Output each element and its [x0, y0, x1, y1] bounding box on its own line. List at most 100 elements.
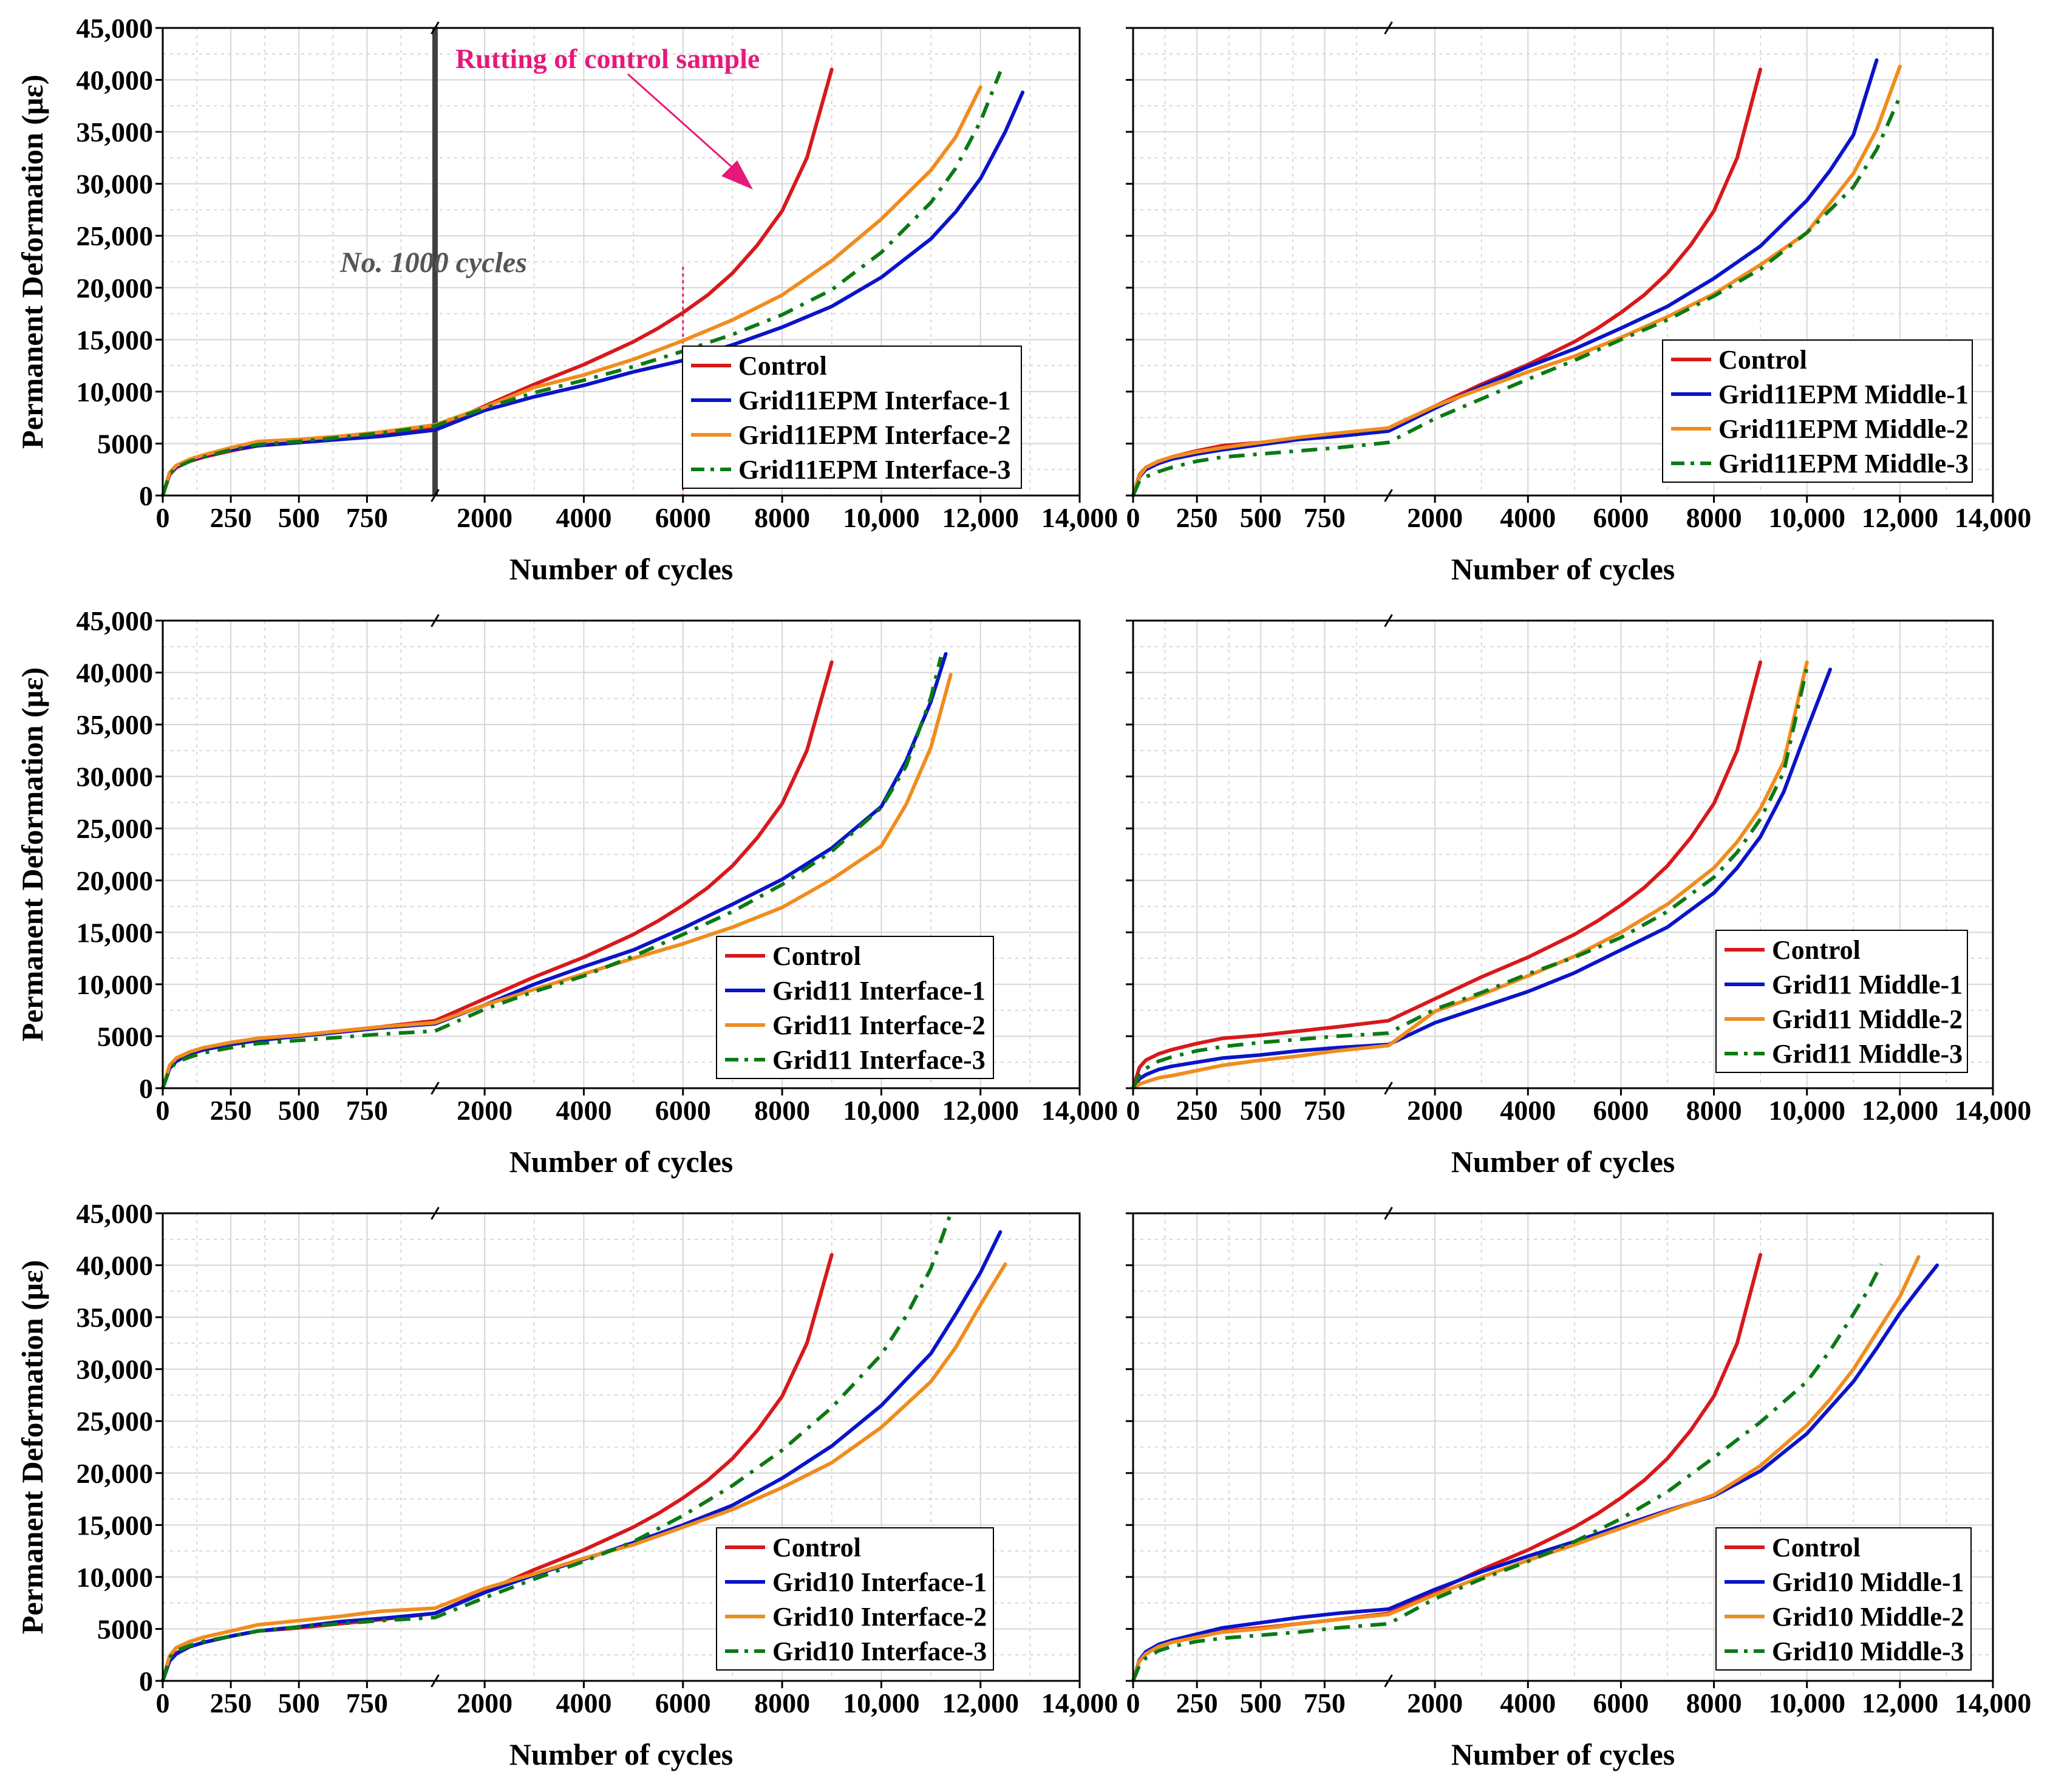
y-tick-label: 40,000	[77, 1250, 154, 1281]
panel-bottom-left: 0 250 500 750 2000 4000 6000 8000 10,000 12,000 14…	[15, 1198, 1118, 1771]
plot-frame	[1132, 1212, 1994, 1682]
legend-entry: Control	[738, 351, 827, 381]
axis-break-mark	[431, 1674, 440, 1688]
y-tick-label: 25,000	[77, 220, 154, 251]
y-tick-label: 30,000	[77, 169, 154, 200]
x-tick-label: 500	[1240, 1095, 1282, 1126]
series-line-2	[161, 85, 982, 497]
x-tick-label: 250	[210, 1688, 252, 1719]
series-line-1	[1131, 1263, 1939, 1683]
legend-entry: Grid11EPM Middle-2	[1718, 414, 1969, 444]
x-tick-label: 14,000	[1955, 502, 2032, 533]
x-tick-label: 4000	[556, 1688, 611, 1719]
legend-entry: Grid10 Interface-3	[772, 1637, 987, 1666]
legend-entry: Grid10 Middle-3	[1772, 1637, 1964, 1666]
x-tick-label: 12,000	[1862, 502, 1939, 533]
panel-bottom-right: 0 250 500 750 2000 4000 6000 8000 10,000 12,000 14…	[1126, 1207, 2031, 1771]
series-line-3	[161, 70, 1003, 496]
plot-frame	[162, 27, 1081, 497]
series-line-3	[161, 1212, 953, 1681]
plot-frame	[162, 619, 1081, 1089]
series-line-2	[161, 1262, 1007, 1683]
legend-entry: Control	[772, 1533, 861, 1562]
y-tick-label: 5000	[97, 1613, 153, 1644]
y-tick-label: 0	[139, 1073, 153, 1104]
axis-break-mark	[1384, 489, 1393, 502]
legend-box	[1662, 339, 1973, 483]
x-axis-title: Number of cycles	[509, 1737, 733, 1771]
y-tick-label: 5000	[97, 428, 153, 459]
legend-entry: Grid11 Middle-1	[1772, 970, 1963, 1000]
axis-break-mark	[431, 21, 440, 35]
legend: Control Grid11 Middle-1 Grid11 Middle-2 Gri…	[1715, 930, 1968, 1073]
x-tick-label: 12,000	[942, 502, 1019, 533]
panel-middle-left: 0 250 500 750 2000 4000 6000 8000 10,000 12,000 14…	[15, 605, 1118, 1179]
legend-entry: Control	[1772, 1533, 1861, 1562]
legend-entry: Grid11EPM Interface-1	[738, 386, 1010, 415]
y-axis-title: Permanent Deformation (με)	[15, 75, 49, 449]
axis-break-mark	[1384, 21, 1393, 35]
y-tick-label: 10,000	[77, 376, 154, 407]
legend-entry: Grid11EPM Interface-3	[738, 455, 1010, 485]
x-tick-label: 6000	[655, 1688, 711, 1719]
x-tick-label: 250	[1176, 1688, 1218, 1719]
x-tick-label: 2000	[457, 1095, 512, 1126]
x-tick-label: 10,000	[1768, 502, 1845, 533]
x-tick-label: 8000	[754, 502, 810, 533]
x-tick-label: 0	[1126, 502, 1140, 533]
x-tick-label: 0	[156, 1095, 170, 1126]
axis-break-mark	[431, 614, 440, 627]
y-tick-label: 35,000	[77, 1302, 154, 1333]
legend-box	[1715, 930, 1968, 1073]
legend-entry: Control	[1718, 345, 1807, 375]
y-tick-label: 15,000	[77, 324, 154, 355]
x-tick-label: 500	[1240, 1688, 1282, 1719]
x-tick-label: 6000	[1593, 1688, 1649, 1719]
x-tick-label: 250	[210, 1095, 252, 1126]
series-line-2	[161, 673, 953, 1090]
y-axis-title: Permanent Deformation (με)	[15, 1260, 49, 1634]
x-tick-label: 750	[346, 502, 388, 533]
panel-middle-right: 0 250 500 750 2000 4000 6000 8000 10,000 12,000 14…	[1126, 614, 2031, 1179]
legend-entry: Grid10 Interface-1	[772, 1567, 987, 1597]
x-tick-label: 4000	[556, 1095, 611, 1126]
y-tick-label: 40,000	[77, 658, 154, 689]
series-line-0	[1131, 1253, 1763, 1683]
x-tick-label: 500	[1240, 502, 1282, 533]
legend-box	[716, 936, 994, 1079]
x-tick-label: 4000	[556, 502, 611, 533]
x-tick-label: 0	[156, 502, 170, 533]
y-tick-label: 45,000	[77, 1198, 154, 1229]
series-line-2	[1131, 1255, 1921, 1683]
y-tick-label: 30,000	[77, 761, 154, 792]
y-tick-label: 20,000	[77, 865, 154, 896]
x-axis-title: Number of cycles	[1451, 552, 1675, 586]
legend-entry: Grid11 Middle-2	[1772, 1004, 1963, 1034]
plot-frame	[1132, 619, 1994, 1089]
y-tick-label: 35,000	[77, 117, 154, 148]
legend-entry: Grid11 Middle-3	[1772, 1039, 1963, 1069]
legend-entry: Grid10 Middle-2	[1772, 1602, 1964, 1632]
axis-break-mark	[431, 1082, 440, 1095]
legend-entry: Grid11 Interface-1	[772, 976, 986, 1006]
x-tick-label: 0	[156, 1688, 170, 1719]
legend: Control Grid10 Middle-1 Grid10 Middle-2 Gri…	[1715, 1527, 1972, 1671]
y-tick-label: 40,000	[77, 65, 154, 96]
legend-entry: Grid10 Middle-1	[1772, 1567, 1964, 1597]
plot-frame	[1132, 27, 1994, 497]
y-tick-label: 10,000	[77, 969, 154, 1000]
panel-top-left: 0 250 500 750 2000 4000 6000 8000 10,000 12,000 14…	[15, 13, 1118, 586]
x-tick-label: 250	[1176, 502, 1218, 533]
x-tick-label: 10,000	[843, 1095, 920, 1126]
axis-break-mark	[431, 1207, 440, 1220]
rutting-arrow-line	[627, 73, 743, 177]
x-tick-label: 0	[1126, 1688, 1140, 1719]
y-tick-label: 0	[139, 1666, 153, 1697]
x-tick-label: 14,000	[1041, 1688, 1119, 1719]
panel-top-right: 0 250 500 750 2000 4000 6000 8000 10,000 12,000 14…	[1126, 21, 2032, 586]
y-tick-label: 0	[139, 480, 153, 511]
legend-box	[716, 1527, 994, 1671]
x-tick-label: 2000	[1407, 502, 1463, 533]
